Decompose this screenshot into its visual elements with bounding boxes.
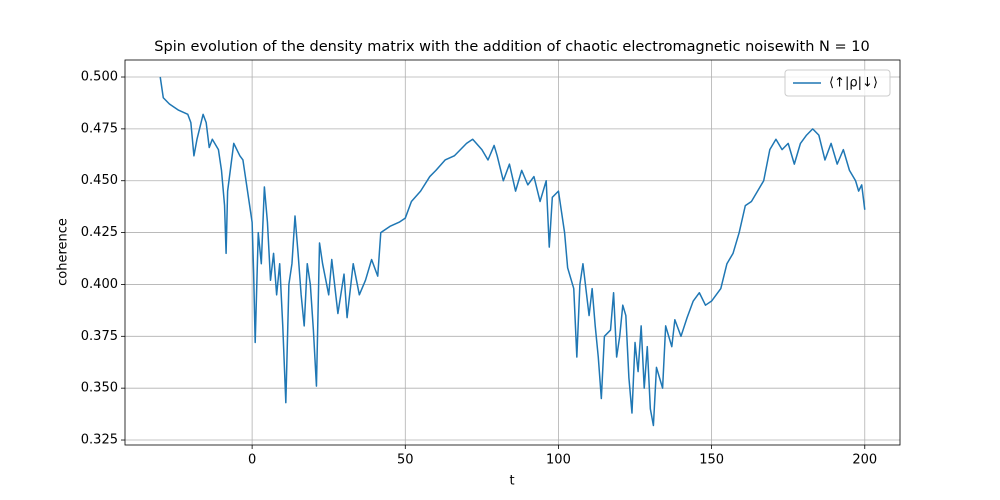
y-tick-label: 0.375 — [81, 329, 118, 344]
y-tick-label: 0.350 — [81, 381, 118, 396]
x-axis-label: t — [509, 474, 514, 489]
chart-title: Spin evolution of the density matrix wit… — [154, 39, 869, 55]
y-tick-label: 0.475 — [81, 121, 118, 136]
y-tick-label: 0.450 — [81, 173, 118, 188]
legend-label: ⟨↑|ρ|↓⟩ — [829, 76, 878, 91]
y-axis-label: coherence — [56, 218, 71, 286]
x-tick-label: 200 — [852, 453, 877, 468]
x-tick-label: 50 — [397, 453, 414, 468]
y-tick-label: 0.325 — [81, 433, 118, 448]
y-tick-label: 0.400 — [81, 277, 118, 292]
x-tick-label: 150 — [699, 453, 724, 468]
data-line — [159, 76, 866, 427]
x-tick-label: 100 — [546, 453, 571, 468]
plot-frame — [124, 59, 901, 446]
x-tick-label: 0 — [248, 453, 256, 468]
legend-box — [784, 69, 891, 97]
y-tick-label: 0.500 — [81, 70, 118, 85]
y-tick-label: 0.425 — [81, 225, 118, 240]
